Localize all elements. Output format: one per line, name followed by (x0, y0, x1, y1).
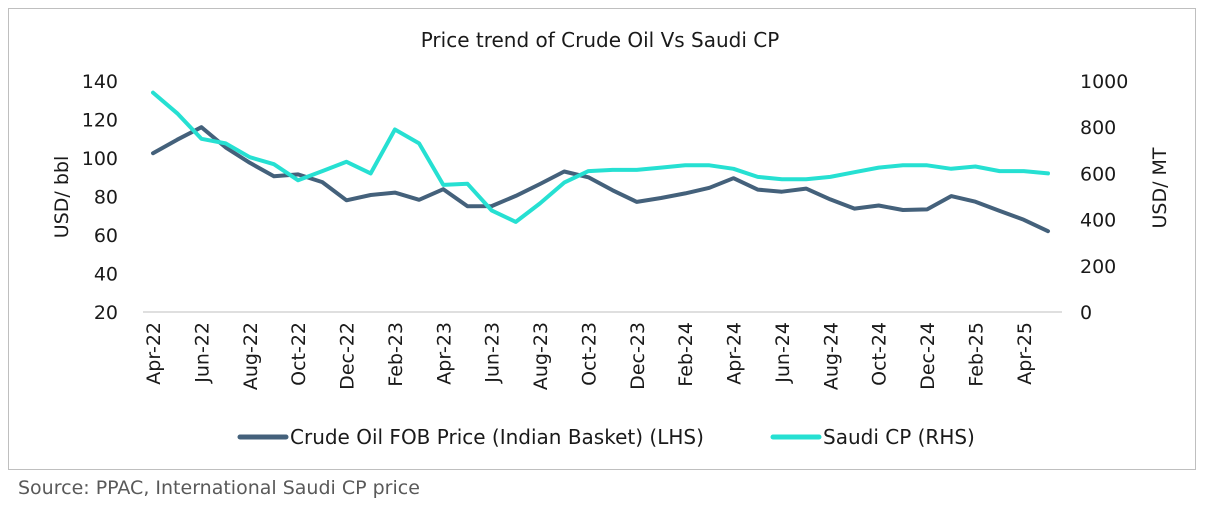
y-right-tick-label: 1000 (1080, 71, 1128, 93)
series-crude-oil-line (151, 125, 1050, 234)
y-left-tick-label: 80 (94, 187, 118, 209)
y-right-tick-label: 0 (1080, 302, 1092, 324)
series-saudi-cp-line (151, 90, 1050, 224)
y-axis-right-label: USD/ MT (1149, 147, 1171, 228)
y-left-tick-label: 20 (94, 302, 118, 324)
legend-label-crude-oil: Crude Oil FOB Price (Indian Basket) (LHS… (290, 425, 704, 449)
legend-label-saudi-cp: Saudi CP (RHS) (823, 425, 975, 449)
y-right-tick-label: 400 (1080, 210, 1116, 232)
x-tick-label: Jun-24 (772, 322, 794, 384)
y-right-tick-label: 200 (1080, 256, 1116, 278)
x-tick-label: Dec-24 (917, 322, 939, 390)
x-tick-label: Feb-24 (675, 322, 697, 387)
x-tick-label: Oct-22 (288, 322, 310, 386)
x-tick-label: Aug-22 (240, 322, 262, 390)
x-tick-label: Apr-22 (143, 322, 165, 385)
x-tick-label: Jun-22 (191, 322, 213, 384)
source-note: Source: PPAC, International Saudi CP pri… (18, 477, 420, 499)
y-left-tick-label: 140 (82, 71, 118, 93)
x-tick-label: Oct-23 (578, 322, 600, 386)
y-right-tick-label: 800 (1080, 117, 1116, 139)
x-tick-label: Dec-23 (627, 322, 649, 390)
x-tick-label: Dec-22 (337, 322, 359, 390)
x-tick-label: Aug-23 (530, 322, 552, 390)
chart-frame (8, 8, 1196, 470)
y-axis-left-label: USD/ bbl (51, 156, 73, 238)
series-layer (151, 90, 1050, 234)
x-tick-label: Apr-23 (433, 322, 455, 385)
legend: Crude Oil FOB Price (Indian Basket) (LHS… (237, 425, 975, 449)
x-tick-label: Aug-24 (820, 322, 842, 390)
x-axis: Apr-22 Jun-22 Aug-22 Oct-22 Dec-22 Feb-23 Apr-… (143, 311, 1062, 390)
x-tick-label: Feb-23 (385, 322, 407, 387)
y-left-tick-label: 60 (94, 225, 118, 247)
y-left-tick-label: 100 (82, 148, 118, 170)
y-axis-left-ticks: 20 40 60 80 100 120 140 (82, 71, 118, 324)
x-tick-label: Jun-23 (482, 322, 504, 384)
y-axis-right-ticks: 0 200 400 600 800 1000 (1080, 71, 1128, 324)
y-left-tick-label: 40 (94, 264, 118, 286)
x-tick-label: Feb-25 (965, 322, 987, 387)
y-right-tick-label: 600 (1080, 163, 1116, 185)
x-tick-label: Apr-25 (1014, 322, 1036, 385)
chart-title: Price trend of Crude Oil Vs Saudi CP (421, 28, 780, 52)
x-tick-label: Apr-24 (724, 322, 746, 385)
y-left-tick-label: 120 (82, 110, 118, 132)
x-tick-label: Oct-24 (869, 322, 891, 386)
